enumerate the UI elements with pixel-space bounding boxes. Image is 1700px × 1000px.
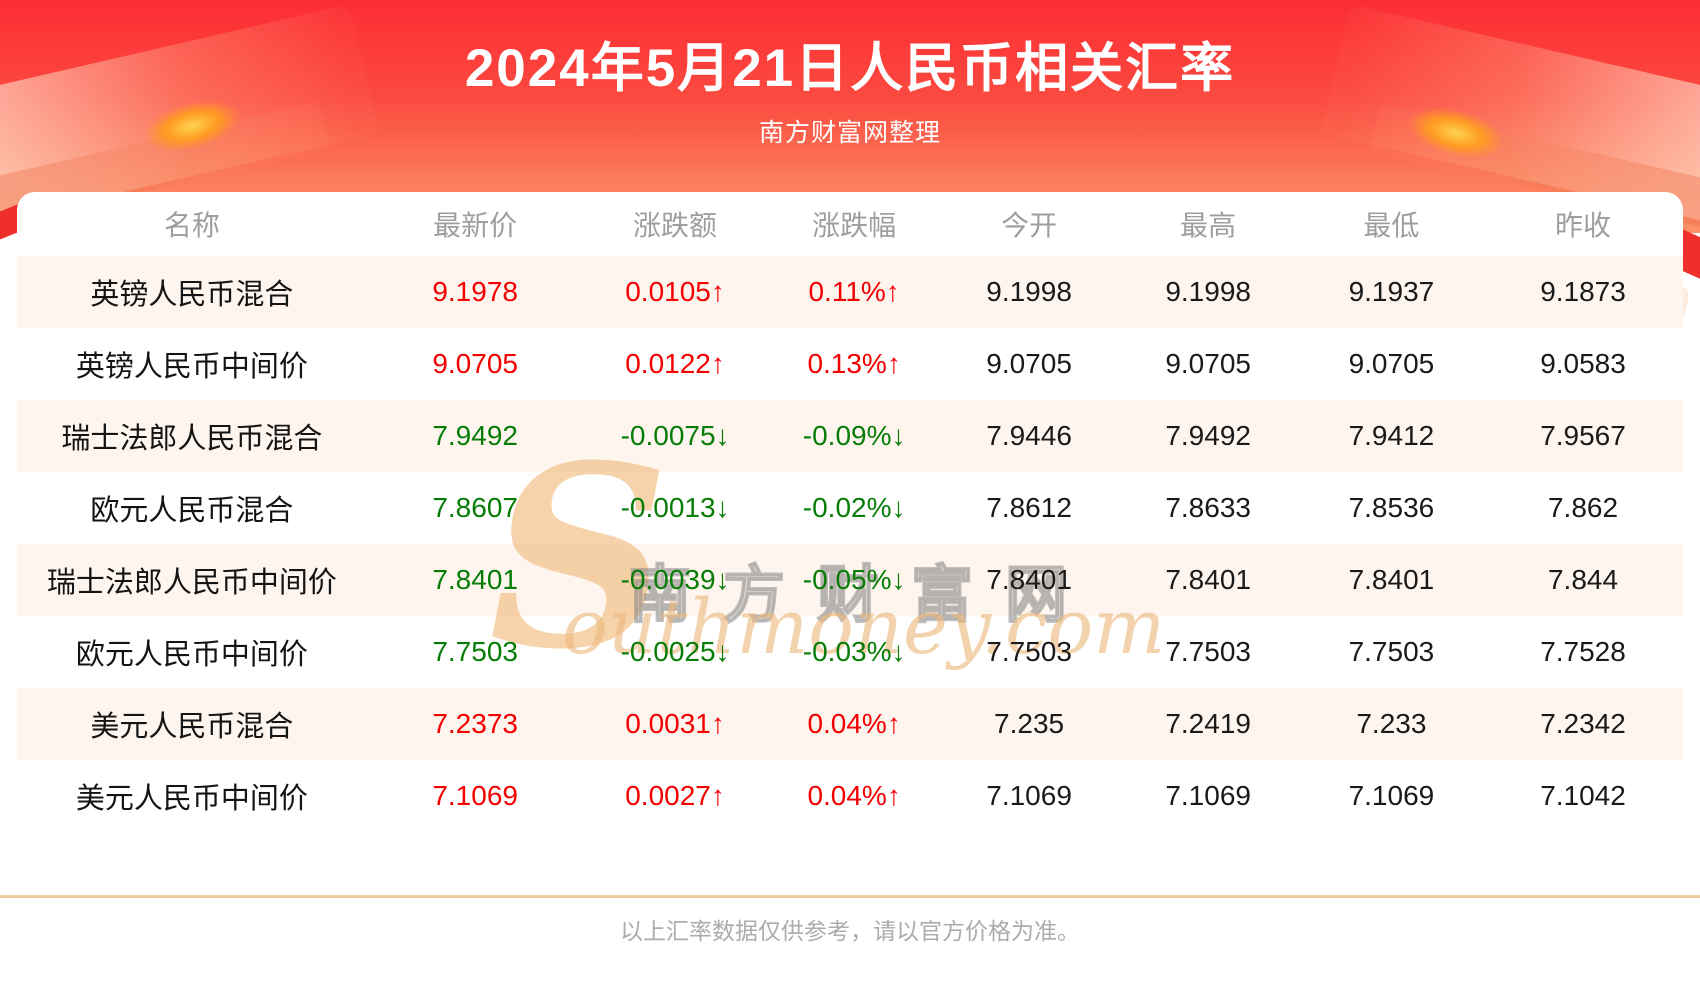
table-row: 瑞士法郎人民币中间价 7.8401 -0.0039↓ -0.05%↓ 7.8401 7.8… — [17, 544, 1683, 616]
cell-change: -0.0039↓ — [620, 564, 730, 595]
cell-name: 英镑人民币混合 — [90, 279, 294, 311]
cell-prev_close: 7.9567 — [1540, 420, 1626, 451]
cell-open: 7.9446 — [986, 420, 1072, 451]
table-row: 欧元人民币中间价 7.7503 -0.0025↓ -0.03%↓ 7.7503 7.750… — [17, 616, 1683, 688]
cell-latest: 9.0705 — [432, 348, 518, 379]
cell-high: 7.9492 — [1165, 420, 1251, 451]
table-row: 美元人民币中间价 7.1069 0.0027↑ 0.04%↑ 7.1069 7.1069 7… — [17, 760, 1683, 832]
cell-change: 0.0105↑ — [625, 276, 725, 307]
cell-latest: 9.1978 — [432, 276, 518, 307]
cell-prev_close: 7.2342 — [1540, 708, 1626, 739]
cell-name: 瑞士法郎人民币中间价 — [46, 567, 337, 599]
cell-latest: 7.1069 — [432, 780, 518, 811]
cell-high: 9.1998 — [1165, 276, 1251, 307]
cell-open: 7.235 — [994, 708, 1065, 739]
cell-high: 7.1069 — [1165, 780, 1251, 811]
table-row: 英镑人民币中间价 9.0705 0.0122↑ 0.13%↑ 9.0705 9.0705 9… — [17, 328, 1683, 400]
cell-name: 美元人民币混合 — [90, 711, 294, 743]
cell-change_pct: -0.03%↓ — [802, 636, 906, 667]
cell-change: 0.0122↑ — [625, 348, 725, 379]
cell-low: 9.1937 — [1348, 276, 1435, 307]
cell-prev_close: 7.1042 — [1540, 780, 1626, 811]
cell-change_pct: -0.02%↓ — [802, 492, 906, 523]
cell-open: 7.1069 — [986, 780, 1072, 811]
cell-high: 7.2419 — [1165, 708, 1251, 739]
cell-latest: 7.9492 — [432, 420, 518, 451]
cell-low: 7.233 — [1356, 708, 1427, 739]
cell-low: 7.7503 — [1348, 636, 1435, 667]
cell-open: 7.8401 — [986, 564, 1072, 595]
cell-low: 7.9412 — [1348, 420, 1435, 451]
cell-prev_close: 7.844 — [1547, 564, 1619, 595]
footer-divider — [0, 895, 1700, 898]
cell-low: 9.0705 — [1348, 348, 1435, 379]
cell-prev_close: 9.0583 — [1540, 348, 1626, 379]
cell-prev_close: 7.862 — [1547, 492, 1619, 523]
cell-latest: 7.7503 — [432, 636, 518, 667]
cell-change_pct: 0.04%↑ — [807, 708, 901, 739]
cell-high: 9.0705 — [1165, 348, 1251, 379]
cell-change_pct: 0.13%↑ — [807, 348, 901, 379]
cell-low: 7.8401 — [1348, 564, 1435, 595]
column-header-open: 今开 — [1001, 210, 1058, 241]
cell-change: -0.0025↓ — [620, 636, 730, 667]
cell-change: -0.0013↓ — [620, 492, 730, 523]
table-row: 瑞士法郎人民币混合 7.9492 -0.0075↓ -0.09%↓ 7.9446 7.94… — [17, 400, 1683, 472]
rates-table-body: 英镑人民币混合 9.1978 0.0105↑ 0.11%↑ 9.1998 9.1998 9.… — [17, 256, 1683, 832]
table-row: 美元人民币混合 7.2373 0.0031↑ 0.04%↑ 7.235 7.2419 7.2… — [17, 688, 1683, 760]
column-header-high: 最高 — [1180, 210, 1237, 241]
cell-name: 欧元人民币混合 — [90, 495, 294, 527]
cell-latest: 7.8401 — [432, 564, 518, 595]
cell-change_pct: -0.05%↓ — [802, 564, 906, 595]
cell-name: 美元人民币中间价 — [75, 783, 308, 815]
column-header-change-pct: 涨跌幅 — [812, 210, 897, 241]
column-header-name: 名称 — [163, 210, 220, 241]
page-subtitle: 南方财富网整理 — [758, 119, 941, 147]
cell-change_pct: 0.04%↑ — [807, 780, 901, 811]
disclaimer-text: 以上汇率数据仅供参考，请以官方价格为准。 — [620, 918, 1080, 944]
cell-open: 9.1998 — [986, 276, 1072, 307]
cell-high: 7.8401 — [1165, 564, 1251, 595]
cell-high: 7.8633 — [1165, 492, 1251, 523]
cell-change: -0.0075↓ — [620, 420, 730, 451]
table-row: 欧元人民币混合 7.8607 -0.0013↓ -0.02%↓ 7.8612 7.8633… — [17, 472, 1683, 544]
cell-change_pct: 0.11%↑ — [808, 276, 900, 307]
cell-low: 7.8536 — [1348, 492, 1435, 523]
cell-name: 英镑人民币中间价 — [75, 351, 308, 383]
cell-change: 0.0031↑ — [625, 708, 725, 739]
page-title: 2024年5月21日人民币相关汇率 — [464, 39, 1236, 98]
table-header-row: 名称 最新价 涨跌额 涨跌幅 今开 最高 最低 昨收 — [17, 192, 1683, 256]
cell-prev_close: 9.1873 — [1540, 276, 1626, 307]
cell-open: 7.8612 — [986, 492, 1072, 523]
column-header-latest: 最新价 — [433, 210, 518, 241]
cell-low: 7.1069 — [1348, 780, 1435, 811]
table-row: 英镑人民币混合 9.1978 0.0105↑ 0.11%↑ 9.1998 9.1998 9.… — [17, 256, 1683, 328]
cell-open: 7.7503 — [986, 636, 1072, 667]
cell-name: 瑞士法郎人民币混合 — [61, 423, 323, 455]
cell-prev_close: 7.7528 — [1540, 636, 1626, 667]
cell-name: 欧元人民币中间价 — [75, 639, 308, 671]
rates-card: S 南方财富网 outhmoney.com 名称 最新价 涨跌额 涨跌幅 今开 … — [17, 192, 1683, 832]
cell-latest: 7.8607 — [432, 492, 518, 523]
column-header-change: 涨跌额 — [633, 210, 718, 241]
cell-high: 7.7503 — [1165, 636, 1251, 667]
rates-table: 名称 最新价 涨跌额 涨跌幅 今开 最高 最低 昨收 英镑人民币混合 9.1978… — [17, 192, 1683, 832]
cell-open: 9.0705 — [986, 348, 1072, 379]
cell-change: 0.0027↑ — [625, 780, 725, 811]
column-header-prev-close: 昨收 — [1555, 210, 1612, 241]
cell-change_pct: -0.09%↓ — [802, 420, 906, 451]
column-header-low: 最低 — [1363, 210, 1420, 241]
cell-latest: 7.2373 — [432, 708, 518, 739]
